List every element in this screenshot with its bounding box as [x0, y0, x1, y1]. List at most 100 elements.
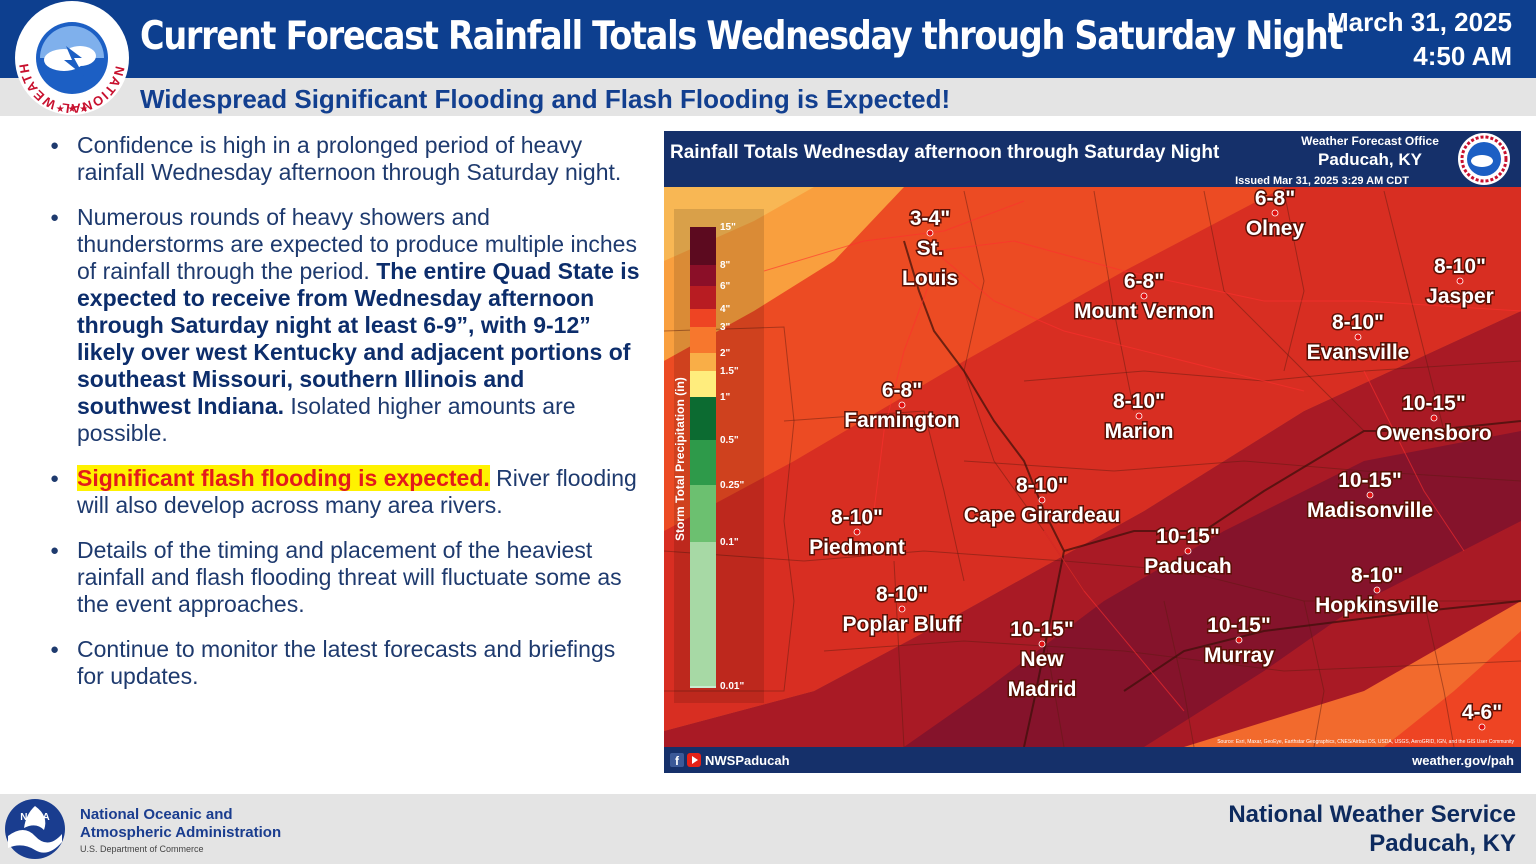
city-label: 8-10" Cape Girardeau — [962, 473, 1121, 529]
header-bar — [0, 0, 1536, 78]
legend-title: Storm Total Precipitation (in) — [673, 377, 687, 541]
bullet-list: Confidence is high in a prolonged period… — [50, 132, 640, 708]
rainfall-amount: 8-10" — [1351, 564, 1403, 587]
issue-date: March 31, 2025 — [1326, 7, 1512, 37]
city-label: 8-10" Hopkinsville — [1314, 563, 1441, 619]
city-name: Hopkinsville — [1315, 594, 1439, 617]
city-name: Olney — [1246, 217, 1305, 240]
bullet-item: Significant flash flooding is expected. … — [50, 465, 640, 519]
city-name: Mount Vernon — [1074, 300, 1214, 323]
social-handle[interactable]: NWSPaducah — [705, 753, 790, 768]
issue-datetime: March 31, 2025 4:50 AM — [1327, 5, 1512, 73]
subtitle-bar — [0, 78, 1536, 116]
footer-office: National Weather Service Paducah, KY — [1228, 801, 1516, 857]
legend-swatch — [690, 542, 716, 686]
issued-time: Issued Mar 31, 2025 3:29 AM CDT — [1235, 175, 1409, 187]
rainfall-amount: 8-10" — [1113, 390, 1165, 413]
city-label: 6-8" Olney — [1244, 186, 1306, 242]
rainfall-amount: 3-4" — [910, 207, 950, 230]
rainfall-amount: 10-15" — [1402, 392, 1466, 415]
map-title: Rainfall Totals Wednesday afternoon thro… — [670, 142, 1220, 163]
city-name: St. — [917, 237, 944, 260]
rainfall-amount: 10-15" — [1338, 469, 1402, 492]
legend-swatch — [690, 353, 716, 371]
highlighted-warning: Significant flash flooding is expected. — [77, 465, 490, 491]
svg-text:f: f — [675, 754, 680, 768]
legend-swatch — [690, 327, 716, 353]
nws-mini-logo-icon — [1458, 133, 1510, 185]
legend-color-bar — [690, 227, 716, 688]
map-title-bar — [664, 131, 1521, 187]
rainfall-bands — [664, 187, 1521, 747]
rainfall-amount: 8-10" — [876, 583, 928, 606]
facebook-icon[interactable]: f — [670, 753, 684, 768]
city-label: 10-15" Paducah — [1143, 524, 1234, 580]
noaa-logo-icon: NOAA — [5, 799, 65, 859]
city-name: Owensboro — [1376, 422, 1492, 445]
city-label: 6-8" Farmington — [843, 378, 962, 434]
city-name: Farmington — [844, 409, 960, 432]
city-label: 10-15" Madisonville — [1305, 468, 1434, 524]
rainfall-amount: 6-8" — [882, 379, 922, 402]
legend-tick-label: 8" — [720, 260, 731, 271]
bold-statement: The entire Quad State is expected to rec… — [77, 258, 640, 419]
map-footer-bar — [664, 747, 1521, 773]
noaa-department: U.S. Department of Commerce — [80, 844, 204, 854]
legend-tick-label: 0.5" — [720, 435, 739, 446]
legend-tick-label: 1.5" — [720, 366, 739, 377]
city-label: 6-8" Mount Vernon — [1073, 269, 1216, 325]
rainfall-amount: 8-10" — [1016, 474, 1068, 497]
city-label: 8-10" Marion — [1103, 389, 1175, 445]
svg-text:NOAA: NOAA — [20, 812, 49, 823]
office-line2: Paducah, KY — [1318, 150, 1423, 169]
legend-tick-label: 0.1" — [720, 537, 739, 548]
city-label: 10-15" Murray — [1202, 613, 1275, 669]
city-name: Evansville — [1307, 341, 1410, 364]
legend-tick-label: 6" — [720, 281, 731, 292]
city-name: Poplar Bluff — [843, 613, 963, 636]
legend-swatch — [690, 309, 716, 327]
city-name: Marion — [1105, 420, 1174, 443]
rainfall-map: Rainfall Totals Wednesday afternoon thro… — [664, 131, 1521, 773]
city-name: New — [1020, 648, 1064, 671]
legend-tick-label: 4" — [720, 304, 731, 315]
website-link[interactable]: weather.gov/pah — [1411, 753, 1514, 768]
source-credit: Source: Esri, Maxar, GeoEye, Earthstar G… — [1217, 739, 1514, 745]
legend-swatch — [690, 371, 716, 397]
legend-tick-label: 0.25" — [720, 480, 744, 491]
city-name: Louis — [902, 267, 958, 290]
rainfall-amount: 4-6" — [1462, 701, 1502, 724]
city-label: 4-6" — [1460, 700, 1504, 731]
legend-swatch — [690, 265, 716, 286]
rainfall-amount: 10-15" — [1156, 525, 1220, 548]
legend-tick-label: 2" — [720, 348, 731, 359]
city-label: 10-15" Owensboro — [1375, 391, 1494, 447]
rainfall-amount: 10-15" — [1207, 614, 1271, 637]
noaa-name: National Oceanic and Atmospheric Adminis… — [80, 806, 282, 841]
svg-text:★ ★ ★: ★ ★ ★ — [56, 104, 88, 115]
city-label: 8-10" Poplar Bluff — [841, 582, 964, 638]
legend-swatch — [690, 686, 716, 688]
city-label: 8-10" Evansville — [1305, 310, 1411, 366]
footer-bar — [0, 794, 1536, 864]
city-name: Jasper — [1426, 285, 1494, 308]
legend-swatch — [690, 397, 716, 440]
youtube-icon[interactable] — [687, 753, 701, 767]
legend-tick-label: 15" — [720, 222, 736, 233]
rainfall-amount: 8-10" — [1332, 311, 1384, 334]
city-name: Cape Girardeau — [964, 504, 1120, 527]
rainfall-map-svg: Rainfall Totals Wednesday afternoon thro… — [664, 131, 1521, 773]
city-label: 8-10" Jasper — [1425, 254, 1496, 310]
legend-swatch — [690, 440, 716, 485]
legend-tick-label: 3" — [720, 322, 731, 333]
legend-swatch — [690, 485, 716, 542]
office-line1: Weather Forecast Office — [1301, 134, 1439, 148]
city-name: Piedmont — [809, 536, 905, 559]
city-name: Paducah — [1144, 555, 1232, 578]
legend-tick-label: 0.01" — [720, 681, 744, 692]
page-subtitle: Widespread Significant Flooding and Flas… — [140, 84, 951, 114]
legend-panel — [674, 209, 764, 703]
bullet-item: Numerous rounds of heavy showers and thu… — [50, 204, 640, 447]
legend-tick-label: 1" — [720, 392, 731, 403]
rainfall-amount: 8-10" — [831, 506, 883, 529]
